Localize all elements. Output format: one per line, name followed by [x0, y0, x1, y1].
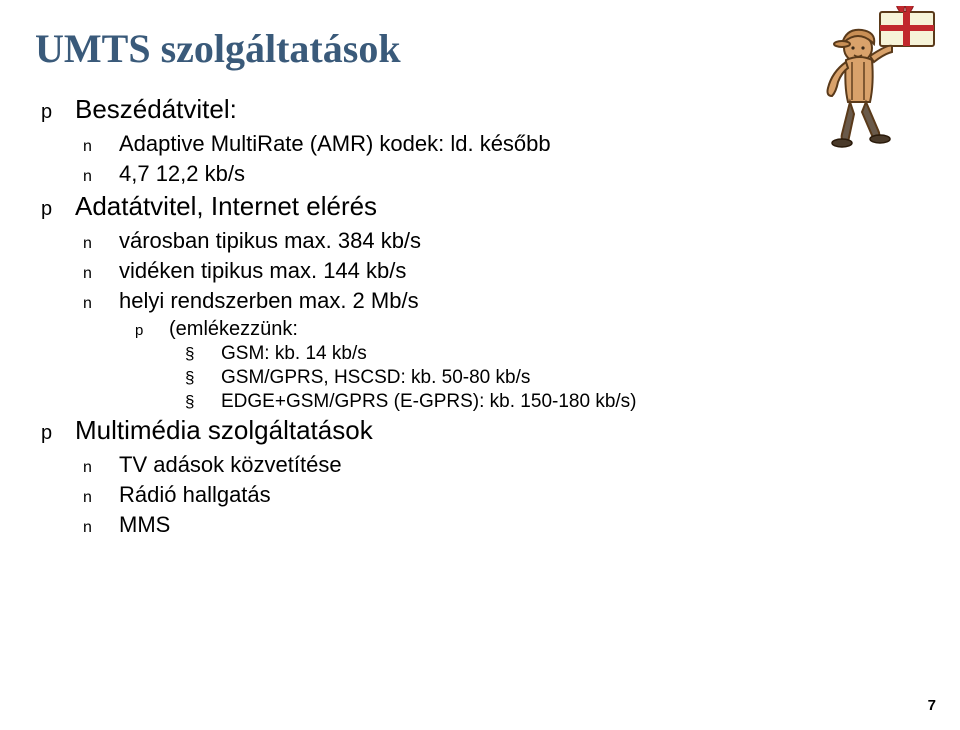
sub-item-text: GSM: kb. 14 kb/s	[221, 343, 367, 365]
bullet-n: n	[83, 265, 119, 283]
item-text: Adaptive MultiRate (AMR) kodek: ld. késő…	[119, 131, 551, 157]
list-item: n vidéken tipikus max. 144 kb/s	[83, 258, 925, 284]
bullet-n: n	[83, 295, 119, 313]
bullet-p: p	[135, 322, 169, 339]
bullet-n: n	[83, 138, 119, 156]
bullet-n: n	[83, 459, 119, 477]
list-item: n Rádió hallgatás	[83, 482, 925, 508]
bullet-p: p	[41, 198, 75, 221]
list-item: n TV adások közvetítése	[83, 452, 925, 478]
sub-item: § EDGE+GSM/GPRS (E-GPRS): kb. 150-180 kb…	[185, 391, 925, 413]
section-heading: p Multimédia szolgáltatások	[41, 415, 925, 446]
list-item: n helyi rendszerben max. 2 Mb/s	[83, 288, 925, 314]
list-item: n MMS	[83, 512, 925, 538]
bullet-n: n	[83, 519, 119, 537]
sub-item-text: EDGE+GSM/GPRS (E-GPRS): kb. 150-180 kb/s…	[221, 391, 637, 413]
slide: UMTS szolgáltatások p Beszédátvitel: n A…	[0, 0, 960, 730]
bullet-p: p	[41, 422, 75, 445]
bullet-p: p	[41, 101, 75, 124]
sub-heading-text: (emlékezzünk:	[169, 318, 298, 341]
bullet-n: n	[83, 489, 119, 507]
bullet-n: n	[83, 168, 119, 186]
sub-item: § GSM: kb. 14 kb/s	[185, 343, 925, 365]
bullet-n: n	[83, 235, 119, 253]
heading-text: Multimédia szolgáltatások	[75, 415, 373, 446]
item-text: 4,7 12,2 kb/s	[119, 161, 245, 187]
bullet-section: §	[185, 392, 221, 412]
item-text: helyi rendszerben max. 2 Mb/s	[119, 288, 419, 314]
sub-item-text: GSM/GPRS, HSCSD: kb. 50-80 kb/s	[221, 367, 530, 389]
item-text: Rádió hallgatás	[119, 482, 271, 508]
item-text: városban tipikus max. 384 kb/s	[119, 228, 421, 254]
heading-text: Adatátvitel, Internet elérés	[75, 191, 377, 222]
item-text: MMS	[119, 512, 170, 538]
delivery-person-icon	[792, 6, 942, 151]
bullet-section: §	[185, 368, 221, 388]
item-text: TV adások közvetítése	[119, 452, 342, 478]
sub-heading: p (emlékezzünk:	[135, 318, 925, 341]
section-heading: p Adatátvitel, Internet elérés	[41, 191, 925, 222]
list-item: n 4,7 12,2 kb/s	[83, 161, 925, 187]
bullet-section: §	[185, 344, 221, 364]
heading-text: Beszédátvitel:	[75, 94, 237, 125]
item-text: vidéken tipikus max. 144 kb/s	[119, 258, 406, 284]
page-number: 7	[928, 697, 936, 714]
sub-item: § GSM/GPRS, HSCSD: kb. 50-80 kb/s	[185, 367, 925, 389]
list-item: n városban tipikus max. 384 kb/s	[83, 228, 925, 254]
